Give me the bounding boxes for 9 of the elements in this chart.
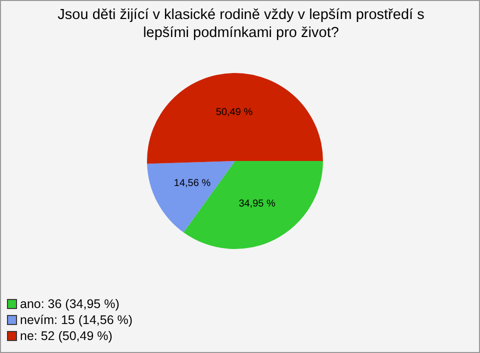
pie-slice: [147, 73, 323, 164]
legend-label: ano: 36 (34,95 %): [20, 296, 120, 312]
data-label: 50,49 %: [216, 107, 253, 118]
data-label: 34,95 %: [238, 198, 276, 210]
pie-slice: [147, 161, 235, 232]
legend-label: nevím: 15 (14,56 %): [20, 312, 133, 328]
chart-title: Jsou děti žijící v klasické rodině vždy v lepším prostředí s lepšími podmínkami pro život?: [56, 6, 426, 42]
data-label: 14,56 %: [174, 178, 211, 190]
legend-label: ne: 52 (50,49 %): [20, 328, 112, 344]
